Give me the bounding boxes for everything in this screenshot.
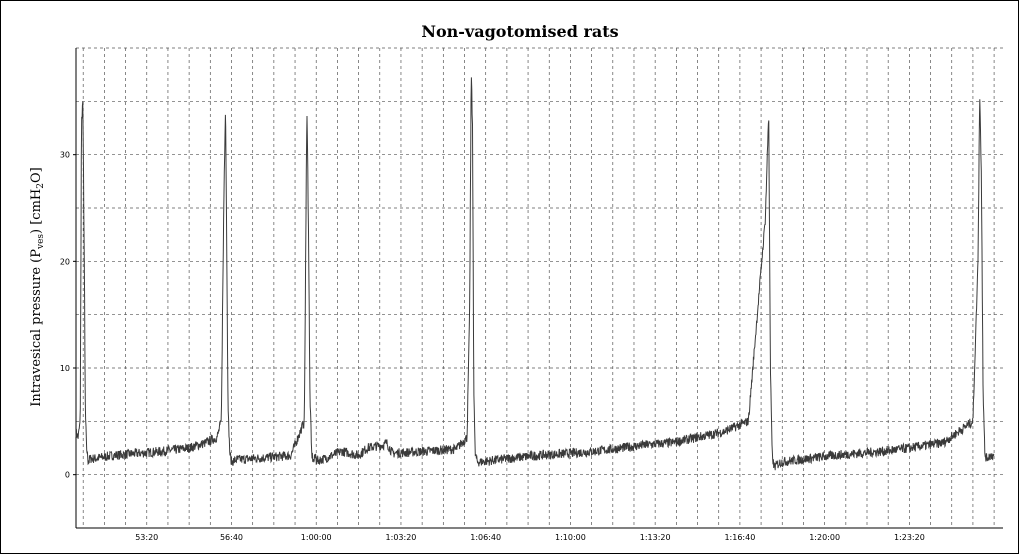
- x-tick-label: 1:03:20: [386, 533, 417, 542]
- axes: [73, 48, 1003, 529]
- y-tick-label: 0: [65, 471, 70, 480]
- y-axis-label-subscript: ves: [36, 234, 46, 250]
- y-axis-label-unit: ) [cmH: [29, 189, 44, 234]
- x-tick-label: 1:20:00: [809, 533, 840, 542]
- x-tick-label: 1:00:00: [301, 533, 332, 542]
- x-tick-label: 1:06:40: [470, 533, 501, 542]
- grid-lines: [76, 47, 1003, 529]
- y-axis-label: Intravesical pressure (Pves) [cmH2O]: [29, 167, 46, 406]
- x-tick-label: 1:10:00: [555, 533, 586, 542]
- y-axis-label-main: Intravesical pressure (P: [29, 249, 44, 407]
- series-layer: [75, 77, 995, 471]
- y-tick-label: 20: [60, 257, 70, 266]
- x-tick-label: 1:13:20: [640, 533, 671, 542]
- y-axis-label-end: O]: [29, 167, 44, 183]
- chart-title: Non-vagotomised rats: [421, 22, 618, 41]
- x-tick-label: 1:16:40: [724, 533, 755, 542]
- x-tick-label: 53:20: [135, 533, 158, 542]
- svg-text:Intravesical pressure (Pves) [: Intravesical pressure (Pves) [cmH2O]: [29, 167, 46, 406]
- x-tick-label: 1:23:20: [894, 533, 925, 542]
- x-tick-label: 56:40: [220, 533, 243, 542]
- y-axis-label-subscript-2: 2: [36, 183, 46, 189]
- y-tick-label: 30: [60, 151, 70, 160]
- tick-labels: 0 10 20 30 53:20 56:40 1:00:00 1:03:20 1:06:40 1:…: [60, 151, 925, 542]
- pressure-trace-line: [75, 77, 995, 471]
- y-tick-label: 10: [60, 364, 70, 373]
